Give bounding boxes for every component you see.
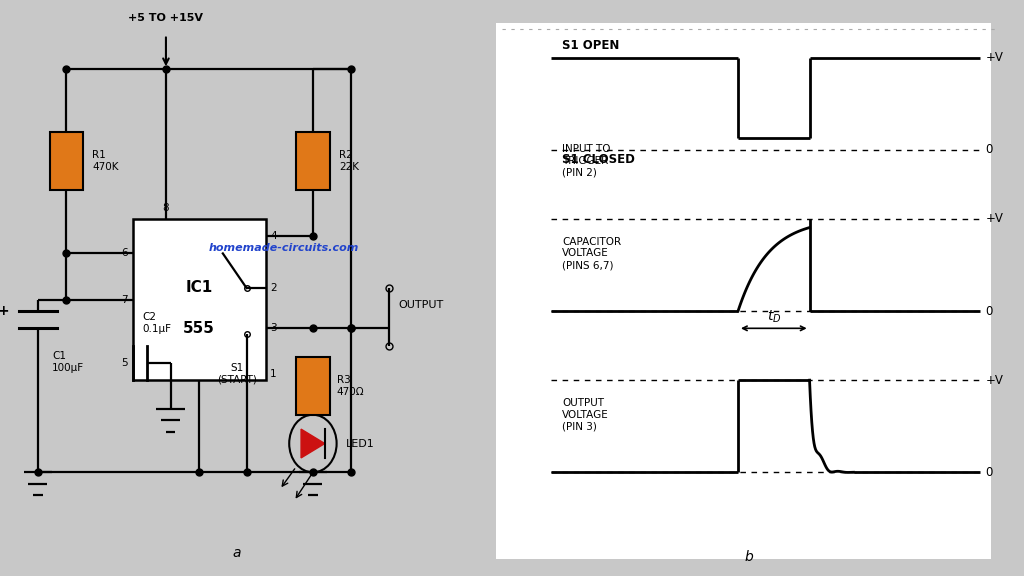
- Text: 5: 5: [122, 358, 128, 368]
- Text: 555: 555: [183, 321, 215, 336]
- Text: homemade-circuits.com: homemade-circuits.com: [209, 242, 359, 253]
- Text: +V: +V: [985, 213, 1004, 225]
- Text: 1: 1: [270, 369, 276, 380]
- Text: 6: 6: [122, 248, 128, 259]
- Bar: [296, 357, 330, 415]
- Text: 2: 2: [270, 283, 276, 293]
- Text: R1
470K: R1 470K: [92, 150, 119, 172]
- Text: INPUT TO
TRIGGER
(PIN 2): INPUT TO TRIGGER (PIN 2): [562, 144, 610, 177]
- Text: +V: +V: [985, 374, 1004, 386]
- Text: S1 OPEN: S1 OPEN: [562, 39, 620, 52]
- Text: CAPACITOR
VOLTAGE
(PINS 6,7): CAPACITOR VOLTAGE (PINS 6,7): [562, 237, 622, 270]
- Text: 0: 0: [985, 466, 993, 479]
- Text: a: a: [232, 546, 242, 560]
- Text: 0: 0: [985, 305, 993, 317]
- Text: R3
470Ω: R3 470Ω: [337, 375, 365, 397]
- Text: +5 TO +15V: +5 TO +15V: [128, 13, 204, 23]
- Text: 7: 7: [122, 294, 128, 305]
- Text: OUTPUT: OUTPUT: [398, 300, 443, 310]
- Text: S1 CLOSED: S1 CLOSED: [562, 153, 635, 166]
- Polygon shape: [301, 429, 325, 458]
- Bar: [296, 132, 330, 190]
- Text: IC1: IC1: [185, 281, 213, 295]
- Text: +V: +V: [985, 51, 1004, 64]
- Text: C1
100μF: C1 100μF: [52, 351, 84, 373]
- Text: S1
(START): S1 (START): [217, 363, 257, 385]
- Text: $t_D$: $t_D$: [767, 309, 781, 325]
- Bar: [50, 132, 83, 190]
- Text: 8: 8: [163, 203, 169, 213]
- Text: +: +: [0, 304, 9, 318]
- Bar: [133, 219, 265, 380]
- Text: OUTPUT
VOLTAGE
(PIN 3): OUTPUT VOLTAGE (PIN 3): [562, 398, 609, 431]
- Text: 4: 4: [270, 231, 276, 241]
- Text: C2
0.1μF: C2 0.1μF: [142, 312, 171, 334]
- Text: R2
22K: R2 22K: [339, 150, 359, 172]
- Text: b: b: [744, 551, 754, 564]
- Text: 3: 3: [270, 323, 276, 334]
- Text: LED1: LED1: [346, 438, 375, 449]
- Text: 0: 0: [985, 143, 993, 156]
